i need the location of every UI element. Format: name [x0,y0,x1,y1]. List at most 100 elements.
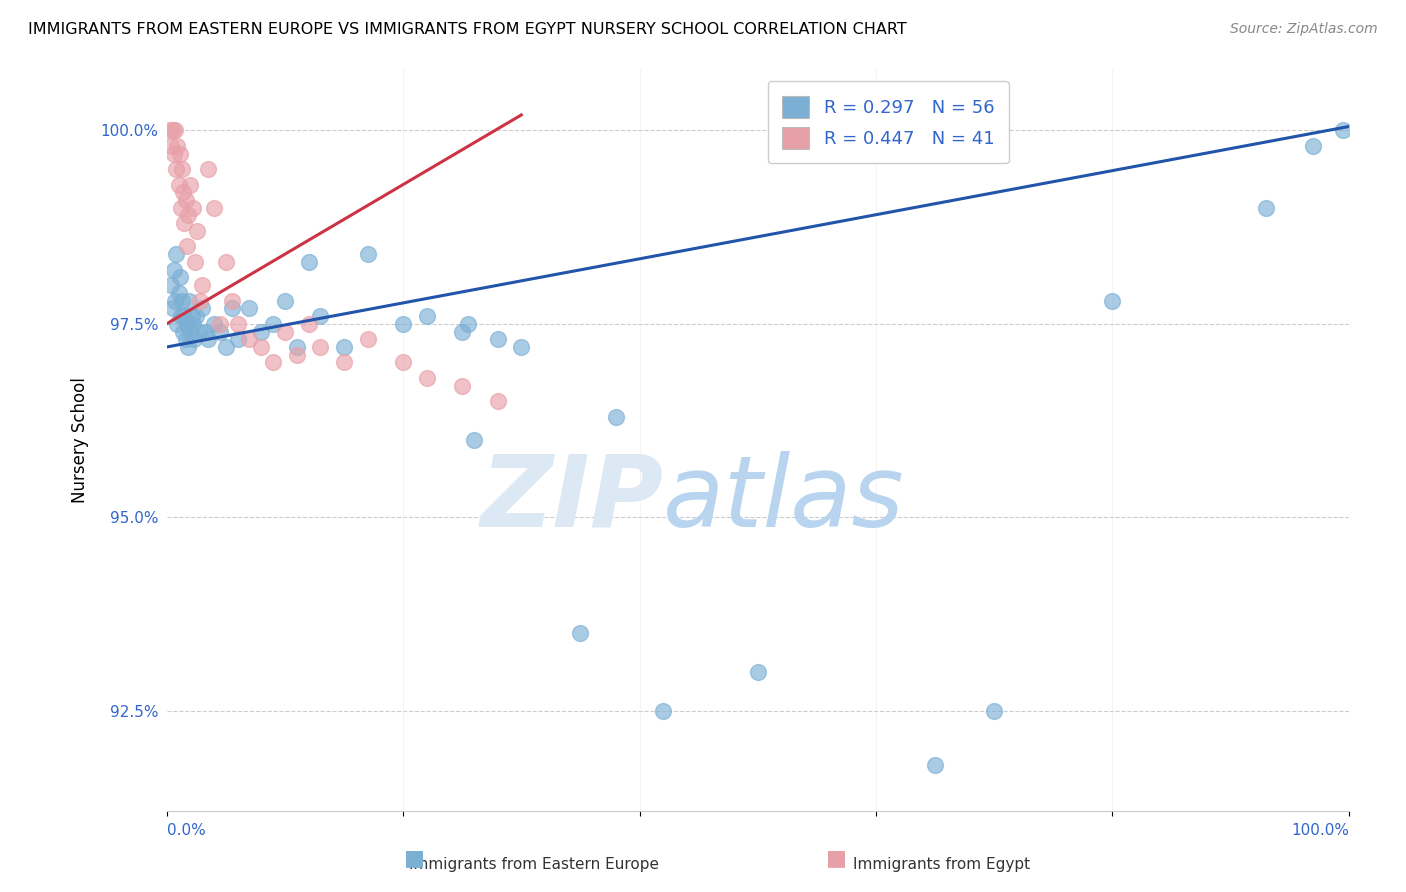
Point [250,325,273,339]
Text: 0.0%: 0.0% [167,822,205,838]
Point [451,325,474,339]
Point [160,139,183,153]
Point [172,186,194,200]
Point [486,394,509,409]
Point [451,378,474,392]
Point [285,348,308,362]
Point [333,355,356,369]
Point [250,340,273,354]
Point [356,332,378,346]
Point [215,255,238,269]
Point [179,325,201,339]
Legend: R = 0.297   N = 56, R = 0.447   N = 41: R = 0.297 N = 56, R = 0.447 N = 41 [768,81,1008,163]
Point [188,293,211,308]
Point [173,216,195,230]
Point [181,201,204,215]
Point [170,162,193,177]
Point [1302,139,1324,153]
Point [181,317,204,331]
Point [187,325,209,339]
Point [356,247,378,261]
Point [197,332,219,346]
Point [309,309,332,323]
Point [197,162,219,177]
Point [457,317,479,331]
Y-axis label: Nursery School: Nursery School [72,377,89,503]
Point [510,340,533,354]
Point [274,293,297,308]
Text: Source: ZipAtlas.com: Source: ZipAtlas.com [1230,22,1378,37]
Text: ■: ■ [405,848,425,868]
Point [179,293,201,308]
Point [169,146,191,161]
Point [172,325,194,339]
Point [167,285,190,300]
Point [208,325,231,339]
Point [184,255,207,269]
Point [605,409,627,424]
Point [179,178,201,192]
Point [176,239,198,253]
Point [392,355,415,369]
Point [163,146,186,161]
Text: atlas: atlas [664,450,905,548]
Text: 100.0%: 100.0% [1291,822,1348,838]
Point [226,317,249,331]
Point [162,123,184,137]
Text: Immigrants from Eastern Europe: Immigrants from Eastern Europe [409,857,659,872]
Point [170,293,193,308]
Point [193,325,215,339]
Point [174,193,197,207]
Point [747,665,769,679]
Point [238,301,260,316]
Point [983,704,1005,718]
Point [167,178,190,192]
Text: ZIP: ZIP [481,450,664,548]
Point [174,332,197,346]
Point [177,340,200,354]
Point [170,309,193,323]
Point [652,704,675,718]
Point [163,123,186,137]
Point [924,757,946,772]
Point [180,309,202,323]
Point [226,332,249,346]
Point [165,247,187,261]
Point [1331,123,1354,137]
Point [202,317,225,331]
Point [166,139,188,153]
Point [416,371,439,385]
Point [183,332,205,346]
Text: IMMIGRANTS FROM EASTERN EUROPE VS IMMIGRANTS FROM EGYPT NURSERY SCHOOL CORRELATI: IMMIGRANTS FROM EASTERN EUROPE VS IMMIGR… [28,22,907,37]
Point [463,433,485,447]
Point [416,309,439,323]
Point [169,270,191,285]
Point [163,293,186,308]
Point [160,278,183,293]
Point [191,278,214,293]
Point [177,209,200,223]
Point [297,317,319,331]
Point [309,340,332,354]
Point [186,224,208,238]
Point [221,301,243,316]
Point [208,317,231,331]
Point [221,293,243,308]
Point [285,340,308,354]
Point [186,309,208,323]
Point [159,123,181,137]
Point [392,317,415,331]
Text: ■: ■ [827,848,846,868]
Point [1101,293,1123,308]
Point [569,626,592,640]
Point [165,162,187,177]
Point [262,317,284,331]
Point [170,201,193,215]
Point [166,317,188,331]
Point [191,301,214,316]
Text: Immigrants from Egypt: Immigrants from Egypt [853,857,1031,872]
Point [1254,201,1277,215]
Point [202,201,225,215]
Point [297,255,319,269]
Point [176,317,198,331]
